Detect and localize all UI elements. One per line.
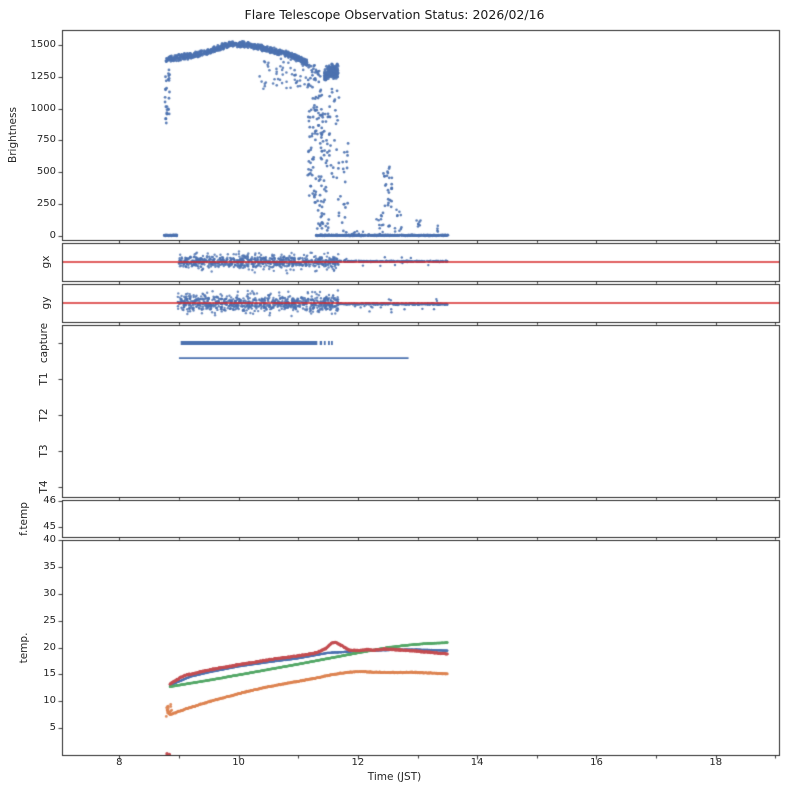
- y-axis-label-gy: gy: [40, 296, 52, 310]
- category-tick-label: capture: [38, 322, 50, 364]
- y-tick-label: 10: [43, 695, 56, 707]
- y-tick-label: 1000: [30, 102, 56, 114]
- y-axis-label-gx: gx: [40, 255, 52, 269]
- y-tick-label: 30: [43, 587, 56, 599]
- y-tick-label: 35: [43, 560, 56, 572]
- y-tick-label: 0: [49, 230, 56, 242]
- y-tick-label: 45: [43, 520, 56, 532]
- x-tick-label: 14: [470, 757, 484, 768]
- y-tick-label: 500: [36, 166, 56, 178]
- category-tick-label: T1: [38, 372, 50, 386]
- chart-title: Flare Telescope Observation Status: 2026…: [244, 7, 545, 22]
- x-tick-label: 10: [232, 757, 245, 768]
- y-axis-label-ftemp: f.temp: [18, 501, 30, 536]
- y-axis-label-brightness: Brightness: [7, 107, 19, 163]
- x-tick-label: 16: [590, 757, 603, 768]
- y-tick-label: 250: [36, 198, 56, 210]
- y-tick-label: 20: [43, 641, 56, 653]
- y-tick-label: 1500: [30, 38, 56, 50]
- y-tick-label: 46: [43, 495, 56, 507]
- y-tick-label: 5: [49, 722, 56, 734]
- y-tick-label: 750: [36, 134, 56, 146]
- y-axis-label-temp: temp.: [18, 632, 30, 663]
- category-tick-label: T2: [38, 408, 50, 422]
- category-tick-label: T4: [38, 480, 50, 494]
- y-tick-label: 40: [43, 534, 56, 545]
- x-tick-label: 12: [351, 757, 365, 768]
- x-tick-label: 8: [116, 757, 123, 768]
- y-tick-label: 15: [43, 668, 56, 680]
- y-tick-label: 25: [43, 614, 56, 626]
- x-axis-label: Time (JST): [367, 771, 422, 783]
- category-tick-label: T3: [38, 444, 50, 458]
- y-tick-label: 1250: [30, 70, 56, 82]
- x-tick-label: 18: [709, 757, 723, 768]
